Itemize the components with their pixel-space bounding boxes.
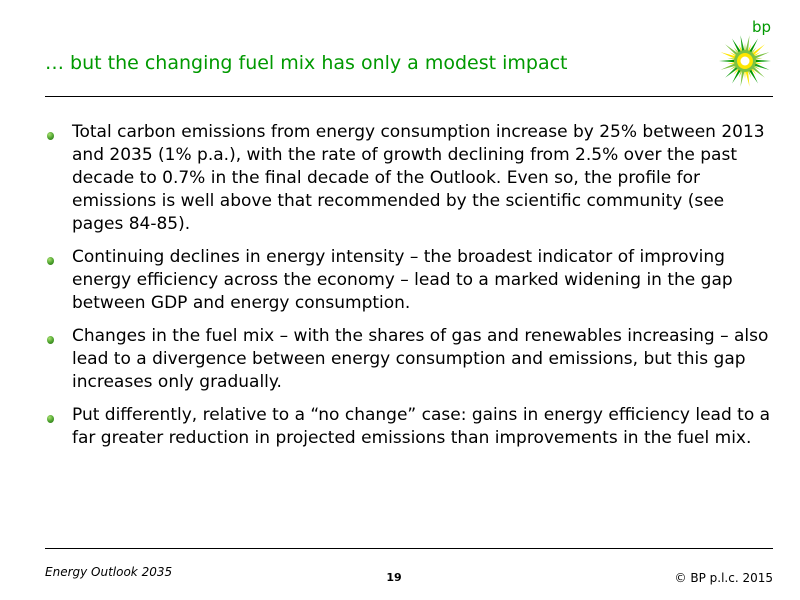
bullet-text: Changes in the fuel mix – with the share… xyxy=(72,326,768,392)
bullet-item: Put differently, relative to a “no chang… xyxy=(45,404,775,450)
helios-icon xyxy=(718,34,772,88)
green-bullet-icon xyxy=(47,132,54,140)
page-number: 19 xyxy=(379,571,409,585)
bullet-item: Continuing declines in energy intensity … xyxy=(45,246,775,315)
footer-divider xyxy=(45,548,773,549)
green-bullet-icon xyxy=(47,336,54,344)
bullet-text: Put differently, relative to a “no chang… xyxy=(72,405,770,448)
bp-logo: bp xyxy=(718,18,776,88)
bullet-text: Continuing declines in energy intensity … xyxy=(72,247,733,313)
bullet-text: Total carbon emissions from energy consu… xyxy=(72,122,765,234)
bullet-item: Total carbon emissions from energy consu… xyxy=(45,121,775,236)
footer-publication: Energy Outlook 2035 xyxy=(45,565,172,579)
bullet-item: Changes in the fuel mix – with the share… xyxy=(45,325,775,394)
green-bullet-icon xyxy=(47,257,54,265)
bullet-list: Total carbon emissions from energy consu… xyxy=(45,121,775,460)
slide-title: … but the changing fuel mix has only a m… xyxy=(45,51,568,75)
green-bullet-icon xyxy=(47,415,54,423)
footer-copyright: © BP p.l.c. 2015 xyxy=(610,571,773,585)
title-divider xyxy=(45,96,773,97)
